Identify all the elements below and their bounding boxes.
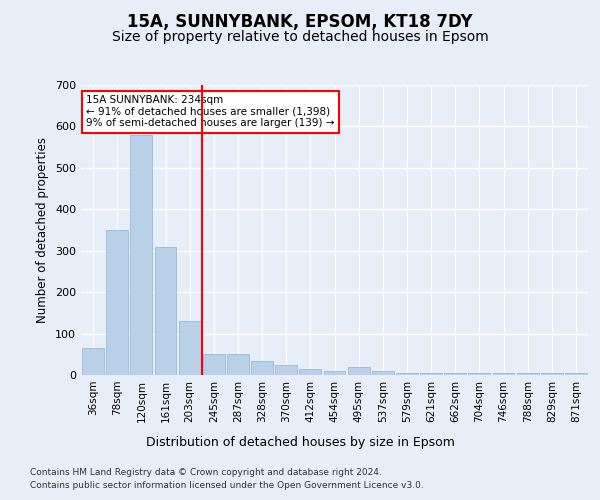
Bar <box>469 373 490 375</box>
Text: 15A SUNNYBANK: 234sqm
← 91% of detached houses are smaller (1,398)
9% of semi-de: 15A SUNNYBANK: 234sqm ← 91% of detached … <box>86 95 335 128</box>
Bar <box>155 246 176 375</box>
Bar <box>420 373 442 375</box>
Bar <box>565 373 587 375</box>
Bar <box>130 134 152 375</box>
Bar <box>323 371 346 375</box>
Text: Contains HM Land Registry data © Crown copyright and database right 2024.: Contains HM Land Registry data © Crown c… <box>30 468 382 477</box>
Bar <box>299 369 321 375</box>
Text: Contains public sector information licensed under the Open Government Licence v3: Contains public sector information licen… <box>30 482 424 490</box>
Text: 15A, SUNNYBANK, EPSOM, KT18 7DY: 15A, SUNNYBANK, EPSOM, KT18 7DY <box>127 14 473 32</box>
Bar <box>445 373 466 375</box>
Bar <box>275 364 297 375</box>
Bar <box>541 373 563 375</box>
Text: Distribution of detached houses by size in Epsom: Distribution of detached houses by size … <box>146 436 454 449</box>
Bar <box>372 371 394 375</box>
Bar <box>179 321 200 375</box>
Bar <box>106 230 128 375</box>
Y-axis label: Number of detached properties: Number of detached properties <box>37 137 49 323</box>
Bar <box>493 373 514 375</box>
Bar <box>396 373 418 375</box>
Bar <box>517 373 539 375</box>
Text: Size of property relative to detached houses in Epsom: Size of property relative to detached ho… <box>112 30 488 44</box>
Bar <box>203 354 224 375</box>
Bar <box>348 366 370 375</box>
Bar <box>227 354 249 375</box>
Bar <box>251 360 273 375</box>
Bar <box>82 348 104 375</box>
